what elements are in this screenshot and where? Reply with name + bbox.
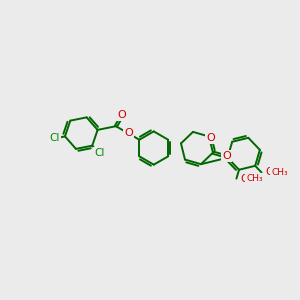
Text: Cl: Cl (50, 134, 60, 143)
Text: O: O (240, 174, 249, 184)
Text: O: O (124, 128, 133, 138)
Text: O: O (206, 133, 215, 143)
Text: O: O (222, 151, 231, 161)
Text: CH₃: CH₃ (271, 168, 288, 177)
Text: Cl: Cl (94, 148, 104, 158)
Text: O: O (117, 110, 126, 120)
Text: O: O (266, 167, 274, 178)
Text: CH₃: CH₃ (246, 174, 263, 183)
